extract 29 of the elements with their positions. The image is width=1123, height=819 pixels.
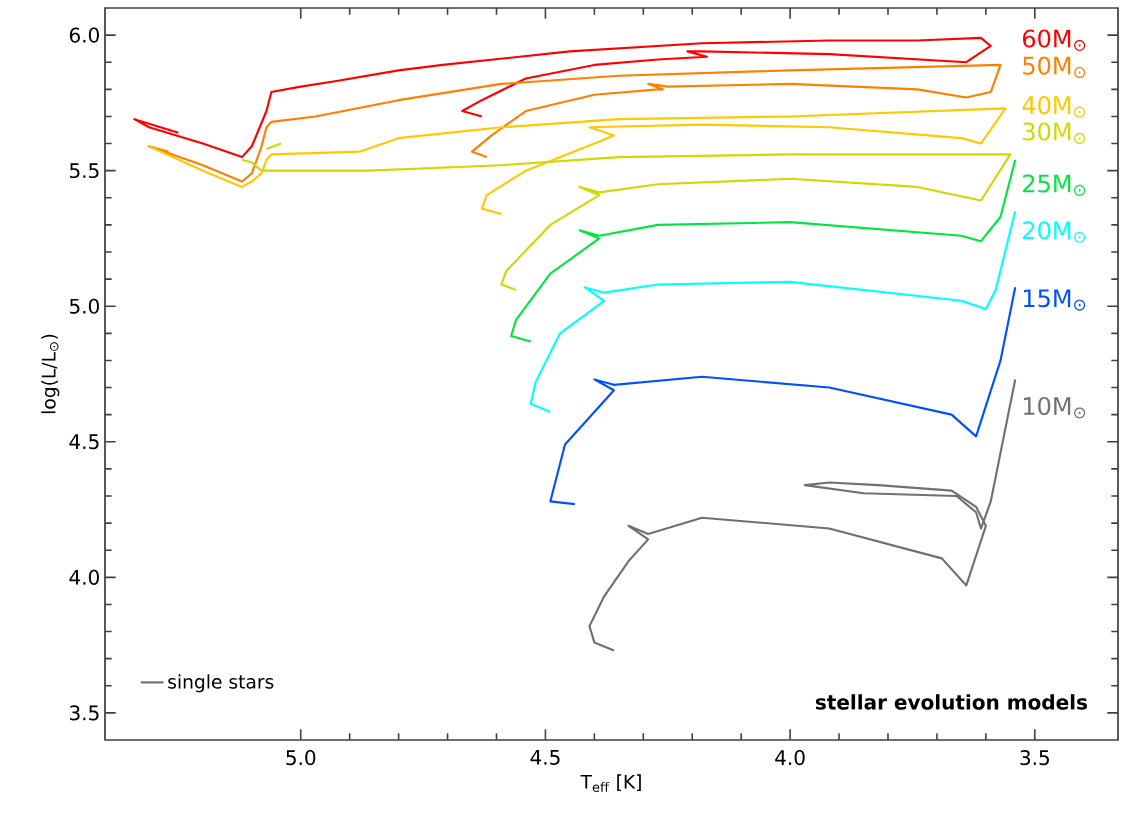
annotation: stellar evolution models xyxy=(815,694,1088,710)
line-series xyxy=(133,36,992,159)
x-tick-label: 4.0 xyxy=(775,750,805,766)
legend-title: single stars xyxy=(168,674,274,693)
line-series xyxy=(529,210,1017,414)
x-axis-title: T$_{eff}$ [K] xyxy=(580,774,641,793)
y-tick-label: 4.5 xyxy=(69,434,99,450)
line-series xyxy=(147,63,1002,183)
series-label: 50M$_{⊙}$ xyxy=(1023,56,1086,79)
y-axis-title: log(L/L$_{⊙}$) xyxy=(41,334,60,414)
series-label: 60M$_{⊙}$ xyxy=(1023,29,1086,51)
series-label: 10M$_{⊙}$ xyxy=(1023,396,1086,419)
x-tick-label: 5.0 xyxy=(286,750,316,766)
x-tick-label: 3.5 xyxy=(1020,750,1049,766)
line-series xyxy=(549,286,1017,506)
line-series xyxy=(510,158,1017,343)
series-label: 25M$_{⊙}$ xyxy=(1023,174,1086,196)
y-tick-label: 3.5 xyxy=(70,705,99,721)
y-tick-label: 5.5 xyxy=(70,163,99,179)
y-tick-label: 5.0 xyxy=(70,298,99,314)
series-label: 30M$_{⊙}$ xyxy=(1023,122,1086,144)
y-tick-label: 4.0 xyxy=(69,569,99,585)
series-label: 20M$_{⊙}$ xyxy=(1023,221,1086,243)
series-label: 15M$_{⊙}$ xyxy=(1023,289,1086,311)
line-series xyxy=(147,107,1007,216)
line-series xyxy=(588,378,1017,652)
y-tick-label: 6.0 xyxy=(69,27,99,43)
series-label: 40M$_{⊙}$ xyxy=(1022,96,1086,118)
x-tick-label: 4.5 xyxy=(530,750,560,765)
